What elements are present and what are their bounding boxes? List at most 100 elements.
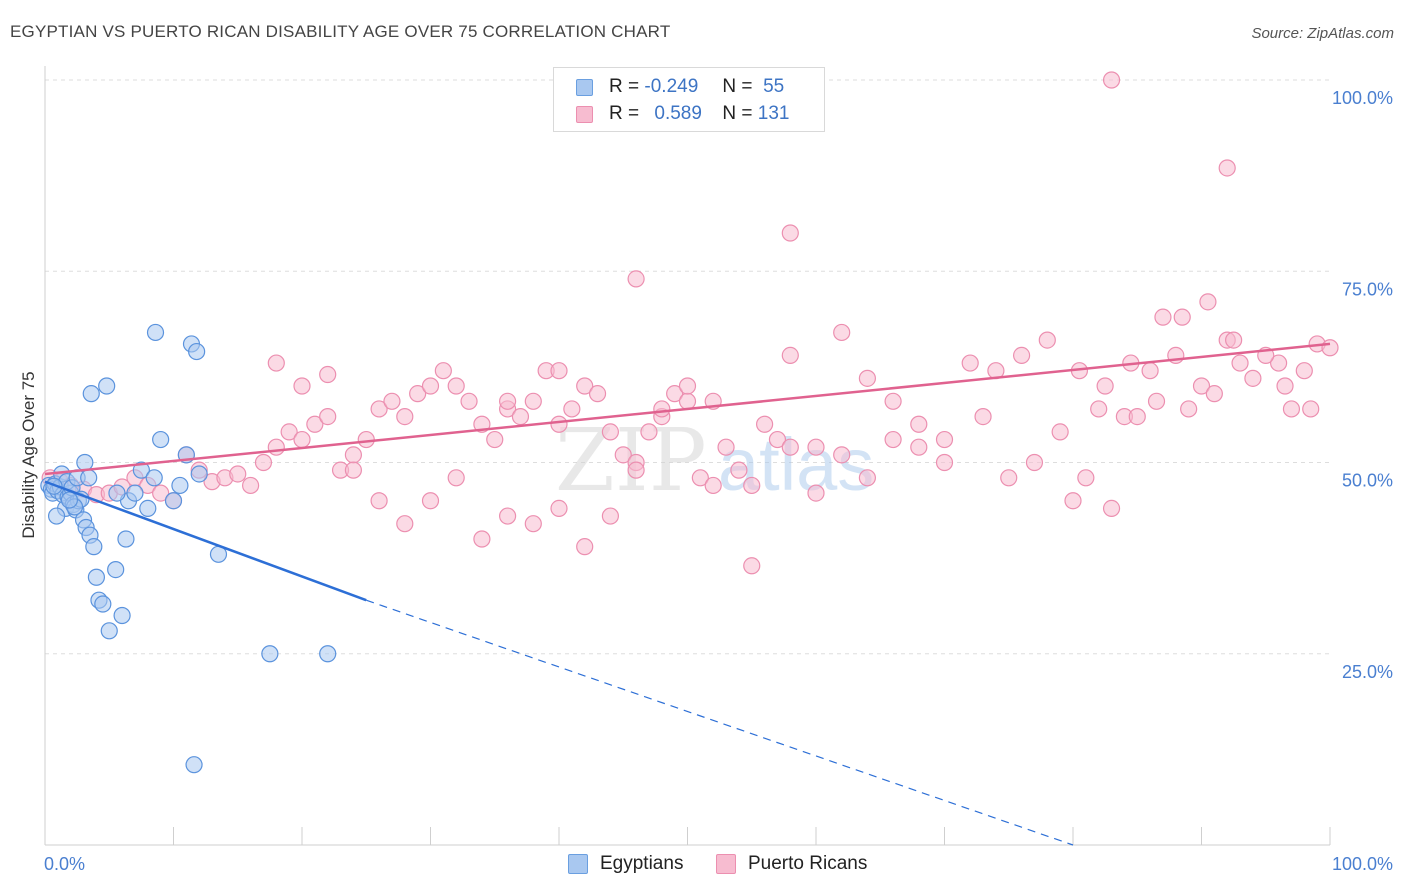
egyptian-point <box>100 622 118 640</box>
egyptian-point <box>85 538 103 556</box>
egyptian-point <box>126 484 144 502</box>
puerto-rican-point <box>1192 377 1211 395</box>
puerto-rican-point <box>858 369 877 387</box>
puerto-rican-point <box>653 400 671 418</box>
puerto-rican-point <box>1205 385 1223 403</box>
egyptian-point <box>76 453 94 472</box>
puerto-rican-point <box>524 515 542 533</box>
x-tick-label: 100.0% <box>1332 854 1393 874</box>
puerto-rican-point <box>627 461 645 479</box>
chart-title: EGYPTIAN VS PUERTO RICAN DISABILITY AGE … <box>10 22 671 41</box>
puerto-rican-point <box>447 469 465 487</box>
chart-source: Source: ZipAtlas.com <box>1251 25 1394 42</box>
puerto-rican-point <box>370 400 388 418</box>
puerto-rican-point <box>1096 377 1114 395</box>
stats-legend: R = -0.249 N = 55 R = 0.589 N = 131 <box>553 67 825 132</box>
puerto-rican-point <box>1244 369 1262 387</box>
puerto-rican-point <box>807 484 825 502</box>
egyptian-point <box>171 476 189 495</box>
puerto-rican-point <box>499 507 517 525</box>
puerto-rican-point <box>550 362 568 380</box>
egyptian-point <box>98 377 116 395</box>
y-tick-label: 75.0% <box>1342 279 1393 299</box>
puerto-rican-point <box>640 423 658 441</box>
puerto-rican-point <box>781 438 799 456</box>
puerto-rican-point <box>396 408 414 426</box>
egyptian-point <box>188 342 206 361</box>
puerto-rican-point <box>768 430 787 449</box>
puerto-rican-point <box>755 415 774 433</box>
bottom-legend-label-puerto-ricans: Puerto Ricans <box>748 853 868 874</box>
puerto-rican-point <box>1025 453 1044 472</box>
bottom-legend-puerto-ricans: Puerto Ricans <box>716 850 867 878</box>
egyptian-point <box>185 756 203 774</box>
puerto-rican-point <box>344 461 362 479</box>
watermark: ZIP atlas <box>555 411 874 511</box>
puerto-rican-point <box>833 446 851 464</box>
puerto-rican-point <box>550 415 568 433</box>
egyptian-point <box>139 499 157 517</box>
puerto-rican-point <box>1302 400 1320 418</box>
egyptian-point <box>261 645 279 663</box>
puerto-rican-point <box>254 453 273 472</box>
puerto-rican-point <box>1218 159 1236 177</box>
puerto-rican-point <box>1141 362 1159 380</box>
puerto-rican-point <box>383 392 401 410</box>
puerto-rican-point <box>267 354 285 372</box>
legend-r-label: R = <box>609 103 640 124</box>
bottom-legend-swatch-egyptians <box>568 854 588 874</box>
puerto-rican-point <box>229 465 247 483</box>
puerto-rican-point <box>1282 400 1301 418</box>
puerto-rican-point <box>306 415 324 433</box>
legend-n-label: N = <box>722 103 753 124</box>
puerto-rican-point <box>1276 377 1294 395</box>
puerto-rican-point <box>421 377 440 395</box>
puerto-rican-point <box>601 423 620 441</box>
puerto-rican-points <box>41 71 1339 575</box>
puerto-rican-point <box>1102 71 1121 89</box>
egyptian-points <box>40 323 337 774</box>
x-tick-label: 0.0% <box>44 854 85 874</box>
y-tick-label: 25.0% <box>1342 662 1393 682</box>
puerto-rican-point <box>730 461 748 479</box>
puerto-rican-point <box>858 469 877 487</box>
y-tick-label: 50.0% <box>1342 471 1393 491</box>
egyptian-point <box>60 491 79 509</box>
legend-row-puerto-ricans: R = 0.589 N = 131 <box>576 101 789 127</box>
puerto-rican-point <box>550 499 568 517</box>
egyptian-point <box>164 492 183 510</box>
puerto-rican-point <box>1064 492 1082 510</box>
puerto-rican-trend-line <box>44 342 1331 476</box>
puerto-rican-point <box>678 392 697 410</box>
puerto-rican-point <box>396 515 414 533</box>
egyptian-point <box>117 530 135 548</box>
puerto-rican-point <box>1180 400 1198 418</box>
puerto-rican-point <box>1012 346 1031 364</box>
legend-n-value: 131 <box>757 103 790 124</box>
puerto-rican-point <box>242 476 260 495</box>
puerto-rican-point <box>473 530 491 548</box>
legend-r-value: -0.249 <box>644 76 699 97</box>
puerto-rican-point <box>1077 469 1095 487</box>
puerto-rican-point <box>563 400 581 418</box>
egyptian-point <box>107 560 125 579</box>
egyptian-point <box>152 430 170 449</box>
puerto-rican-point <box>357 430 375 449</box>
puerto-rican-point <box>344 446 362 464</box>
puerto-rican-point <box>1038 331 1056 349</box>
puerto-rican-point <box>447 377 465 395</box>
axes <box>44 66 1331 846</box>
bottom-legend-label-egyptians: Egyptians <box>600 853 684 874</box>
puerto-rican-point <box>666 385 684 403</box>
puerto-rican-point <box>409 385 427 403</box>
puerto-rican-point <box>1225 331 1243 349</box>
egyptian-point <box>80 469 98 487</box>
legend-r-label: R = <box>609 76 640 97</box>
egyptian-point <box>94 595 112 613</box>
puerto-rican-point <box>935 430 954 449</box>
puerto-rican-point <box>1090 400 1108 418</box>
egyptian-point <box>87 568 106 586</box>
y-tick-label: 100.0% <box>1332 88 1393 108</box>
puerto-rican-point <box>293 377 311 395</box>
